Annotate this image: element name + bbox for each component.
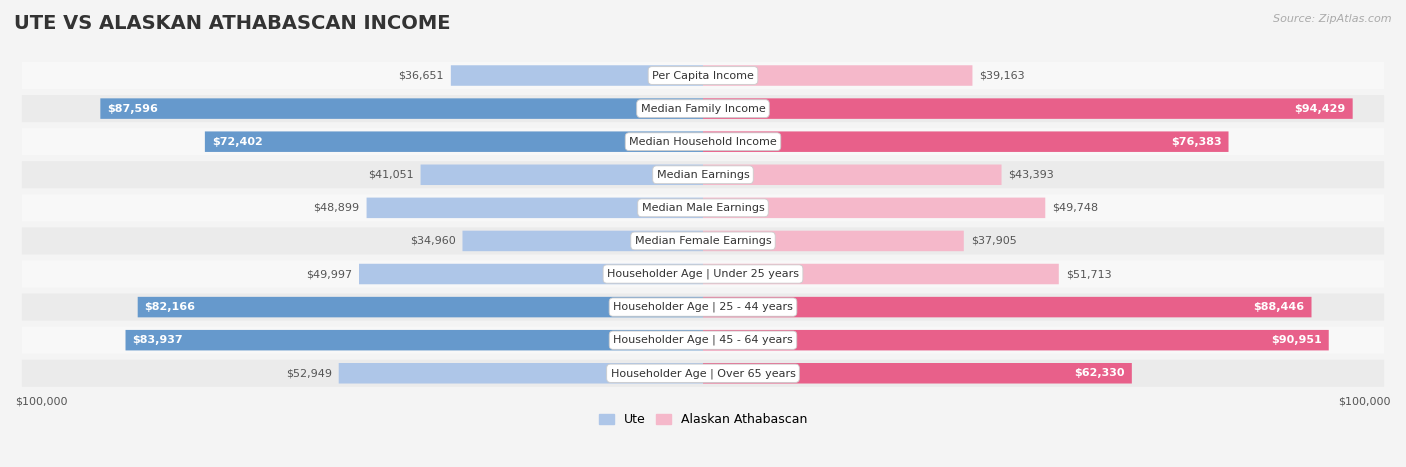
FancyBboxPatch shape — [703, 297, 1312, 318]
FancyBboxPatch shape — [22, 326, 1384, 354]
Text: $52,949: $52,949 — [285, 368, 332, 378]
FancyBboxPatch shape — [22, 128, 1384, 155]
FancyBboxPatch shape — [703, 330, 1329, 350]
FancyBboxPatch shape — [703, 264, 1059, 284]
FancyBboxPatch shape — [22, 360, 1384, 387]
Text: $36,651: $36,651 — [398, 71, 444, 80]
FancyBboxPatch shape — [22, 294, 1384, 321]
Text: $43,393: $43,393 — [1008, 170, 1054, 180]
Legend: Ute, Alaskan Athabascan: Ute, Alaskan Athabascan — [593, 409, 813, 432]
Text: $62,330: $62,330 — [1074, 368, 1125, 378]
FancyBboxPatch shape — [205, 131, 703, 152]
FancyBboxPatch shape — [22, 95, 1384, 122]
FancyBboxPatch shape — [359, 264, 703, 284]
FancyBboxPatch shape — [22, 194, 1384, 221]
Text: Median Male Earnings: Median Male Earnings — [641, 203, 765, 213]
FancyBboxPatch shape — [703, 363, 1132, 383]
FancyBboxPatch shape — [22, 227, 1384, 255]
Text: $37,905: $37,905 — [970, 236, 1017, 246]
FancyBboxPatch shape — [420, 164, 703, 185]
Text: $76,383: $76,383 — [1171, 137, 1222, 147]
FancyBboxPatch shape — [138, 297, 703, 318]
Text: $100,000: $100,000 — [15, 396, 67, 406]
Text: $72,402: $72,402 — [212, 137, 263, 147]
FancyBboxPatch shape — [703, 231, 963, 251]
FancyBboxPatch shape — [703, 198, 1045, 218]
FancyBboxPatch shape — [703, 65, 973, 86]
Text: UTE VS ALASKAN ATHABASCAN INCOME: UTE VS ALASKAN ATHABASCAN INCOME — [14, 14, 450, 33]
Text: $83,937: $83,937 — [132, 335, 183, 345]
Text: $49,997: $49,997 — [307, 269, 352, 279]
Text: $49,748: $49,748 — [1052, 203, 1098, 213]
FancyBboxPatch shape — [22, 161, 1384, 188]
FancyBboxPatch shape — [703, 99, 1353, 119]
Text: $94,429: $94,429 — [1295, 104, 1346, 113]
Text: $82,166: $82,166 — [145, 302, 195, 312]
FancyBboxPatch shape — [125, 330, 703, 350]
Text: Householder Age | 25 - 44 years: Householder Age | 25 - 44 years — [613, 302, 793, 312]
Text: $48,899: $48,899 — [314, 203, 360, 213]
FancyBboxPatch shape — [463, 231, 703, 251]
FancyBboxPatch shape — [367, 198, 703, 218]
FancyBboxPatch shape — [703, 164, 1001, 185]
Text: $88,446: $88,446 — [1254, 302, 1305, 312]
FancyBboxPatch shape — [22, 62, 1384, 89]
FancyBboxPatch shape — [339, 363, 703, 383]
FancyBboxPatch shape — [22, 261, 1384, 288]
Text: $87,596: $87,596 — [107, 104, 157, 113]
Text: $51,713: $51,713 — [1066, 269, 1111, 279]
FancyBboxPatch shape — [451, 65, 703, 86]
Text: $100,000: $100,000 — [1339, 396, 1391, 406]
Text: $34,960: $34,960 — [409, 236, 456, 246]
Text: $39,163: $39,163 — [980, 71, 1025, 80]
Text: $90,951: $90,951 — [1271, 335, 1322, 345]
FancyBboxPatch shape — [703, 131, 1229, 152]
Text: $41,051: $41,051 — [368, 170, 413, 180]
Text: Median Female Earnings: Median Female Earnings — [634, 236, 772, 246]
Text: Householder Age | 45 - 64 years: Householder Age | 45 - 64 years — [613, 335, 793, 346]
Text: Per Capita Income: Per Capita Income — [652, 71, 754, 80]
Text: Source: ZipAtlas.com: Source: ZipAtlas.com — [1274, 14, 1392, 24]
Text: Median Family Income: Median Family Income — [641, 104, 765, 113]
Text: Householder Age | Under 25 years: Householder Age | Under 25 years — [607, 269, 799, 279]
Text: Median Household Income: Median Household Income — [628, 137, 778, 147]
Text: Median Earnings: Median Earnings — [657, 170, 749, 180]
Text: Householder Age | Over 65 years: Householder Age | Over 65 years — [610, 368, 796, 379]
FancyBboxPatch shape — [100, 99, 703, 119]
